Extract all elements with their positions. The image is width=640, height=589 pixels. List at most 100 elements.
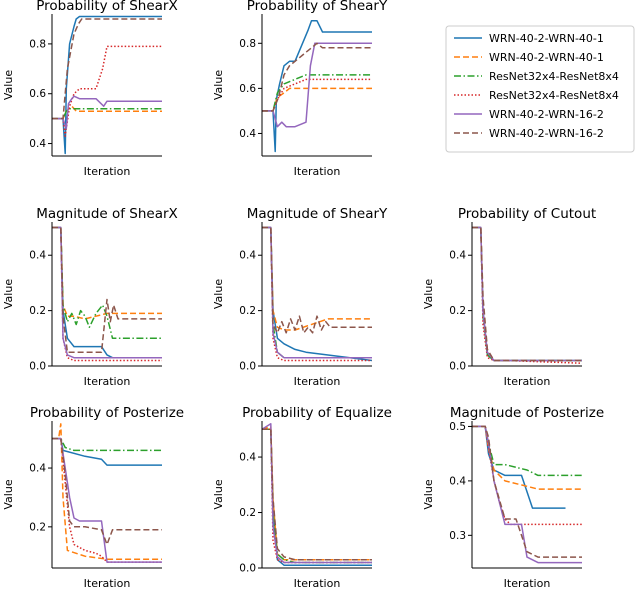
x-axis-label: Iteration	[84, 375, 131, 388]
legend-entry: ResNet32x4-ResNet8x4	[454, 70, 619, 83]
series-line	[472, 226, 582, 362]
y-tick-label: 0.2	[239, 305, 256, 317]
subplot: 0.0 0.2 0.4 Magnitude of ShearX Iteration Val…	[2, 206, 178, 388]
y-tick-label: 0.0	[29, 361, 46, 373]
y-axis-label: Value	[2, 479, 15, 509]
y-axis-label: Value	[2, 70, 15, 100]
y-tick-label: 0.2	[449, 305, 466, 317]
series-line	[52, 226, 162, 340]
series-group	[262, 226, 372, 362]
subplot: 0.0 0.2 0.4 Probability of Equalize Iteratio…	[212, 405, 392, 589]
y-tick-label: 0.6	[239, 83, 256, 95]
series-line	[472, 226, 582, 364]
subplot: 0.0 0.2 0.4 Probability of Cutout Iteration V…	[422, 206, 596, 388]
legend-frame	[445, 25, 635, 153]
subplot-title: Magnitude of ShearX	[36, 206, 178, 222]
series-line	[52, 437, 162, 452]
series-line	[472, 425, 582, 490]
series-group	[262, 423, 372, 566]
subplot-grid: 0.4 0.6 0.8 Probability of ShearX Iteration V…	[2, 0, 604, 589]
y-tick-label: 0.4	[449, 475, 466, 487]
legend: WRN-40-2-WRN-40-1 WRN-40-2-WRN-40-1 ResNet…	[445, 25, 635, 153]
y-axis-label: Value	[212, 479, 225, 509]
legend-entry: WRN-40-2-WRN-40-1	[454, 32, 604, 45]
legend-label: WRN-40-2-WRN-16-2	[489, 108, 604, 121]
subplot-title: Probability of Cutout	[458, 206, 596, 222]
legend-entry: WRN-40-2-WRN-40-1	[454, 51, 604, 64]
series-line	[262, 428, 372, 566]
y-tick-label: 0.0	[239, 563, 256, 575]
subplot: 0.2 0.4 Probability of Posterize Iteration V…	[2, 405, 184, 589]
series-line	[262, 226, 372, 359]
series-line	[262, 428, 372, 564]
series-line	[52, 437, 162, 563]
series-line	[52, 15, 162, 155]
y-axis-label: Value	[2, 279, 15, 309]
series-line	[472, 226, 582, 362]
series-line	[52, 226, 162, 320]
y-tick-label: 0.2	[29, 305, 46, 317]
x-axis-label: Iteration	[84, 577, 131, 589]
x-axis-label: Iteration	[294, 165, 341, 178]
series-line	[262, 428, 372, 561]
y-axis-label: Value	[422, 479, 435, 509]
x-axis-label: Iteration	[504, 375, 551, 388]
y-tick-label: 0.3	[449, 530, 466, 542]
subplot-title: Probability of Posterize	[30, 405, 184, 421]
y-tick-label: 0.4	[29, 463, 46, 475]
legend-label: WRN-40-2-WRN-40-1	[489, 51, 604, 64]
y-axis-label: Value	[422, 279, 435, 309]
y-tick-label: 0.2	[29, 521, 46, 533]
series-line	[262, 20, 372, 153]
series-group	[52, 226, 162, 362]
subplot: 0.0 0.2 0.4 Magnitude of ShearY Iteration Val…	[212, 206, 388, 388]
series-line	[262, 226, 372, 334]
x-axis-label: Iteration	[294, 375, 341, 388]
legend-label: ResNet32x4-ResNet8x4	[489, 70, 619, 83]
series-line	[262, 423, 372, 564]
subplot-title: Magnitude of ShearY	[247, 206, 388, 222]
series-line	[472, 226, 582, 362]
x-axis-label: Iteration	[504, 577, 551, 589]
subplot: 0.4 0.6 0.8 Probability of ShearY Iteration V…	[212, 0, 388, 178]
series-line	[472, 226, 582, 362]
y-tick-label: 0.5	[449, 421, 466, 433]
series-line	[472, 226, 582, 362]
legend-label: WRN-40-2-WRN-16-2	[489, 127, 604, 140]
series-group	[52, 15, 162, 155]
x-axis-label: Iteration	[294, 577, 341, 589]
series-group	[52, 423, 162, 563]
series-line	[262, 226, 372, 362]
legend-entry: ResNet32x4-ResNet8x4	[454, 89, 619, 102]
y-tick-label: 0.8	[29, 38, 46, 50]
subplot-title: Magnitude of Posterize	[450, 405, 604, 421]
legend-label: WRN-40-2-WRN-40-1	[489, 32, 604, 45]
series-line	[262, 74, 372, 112]
y-tick-label: 0.8	[239, 38, 256, 50]
series-line	[52, 437, 162, 563]
y-axis-label: Value	[212, 70, 225, 100]
series-line	[262, 226, 372, 331]
series-group	[262, 20, 372, 153]
series-line	[52, 226, 162, 359]
series-line	[52, 437, 162, 466]
series-group	[472, 226, 582, 364]
y-tick-label: 0.4	[29, 138, 46, 150]
subplot-title: Probability of ShearX	[36, 0, 177, 14]
y-tick-label: 0.2	[239, 507, 256, 519]
series-line	[472, 425, 582, 564]
series-line	[52, 226, 162, 353]
series-line	[262, 42, 372, 128]
legend-label: ResNet32x4-ResNet8x4	[489, 89, 619, 102]
y-tick-label: 0.4	[239, 452, 256, 464]
series-line	[52, 423, 162, 560]
series-line	[262, 428, 372, 564]
y-tick-label: 0.4	[239, 128, 256, 140]
y-tick-label: 0.4	[29, 250, 46, 262]
subplot-title: Probability of Equalize	[242, 405, 392, 421]
series-line	[472, 425, 582, 558]
series-line	[262, 42, 372, 112]
legend-entry: WRN-40-2-WRN-16-2	[454, 108, 604, 121]
